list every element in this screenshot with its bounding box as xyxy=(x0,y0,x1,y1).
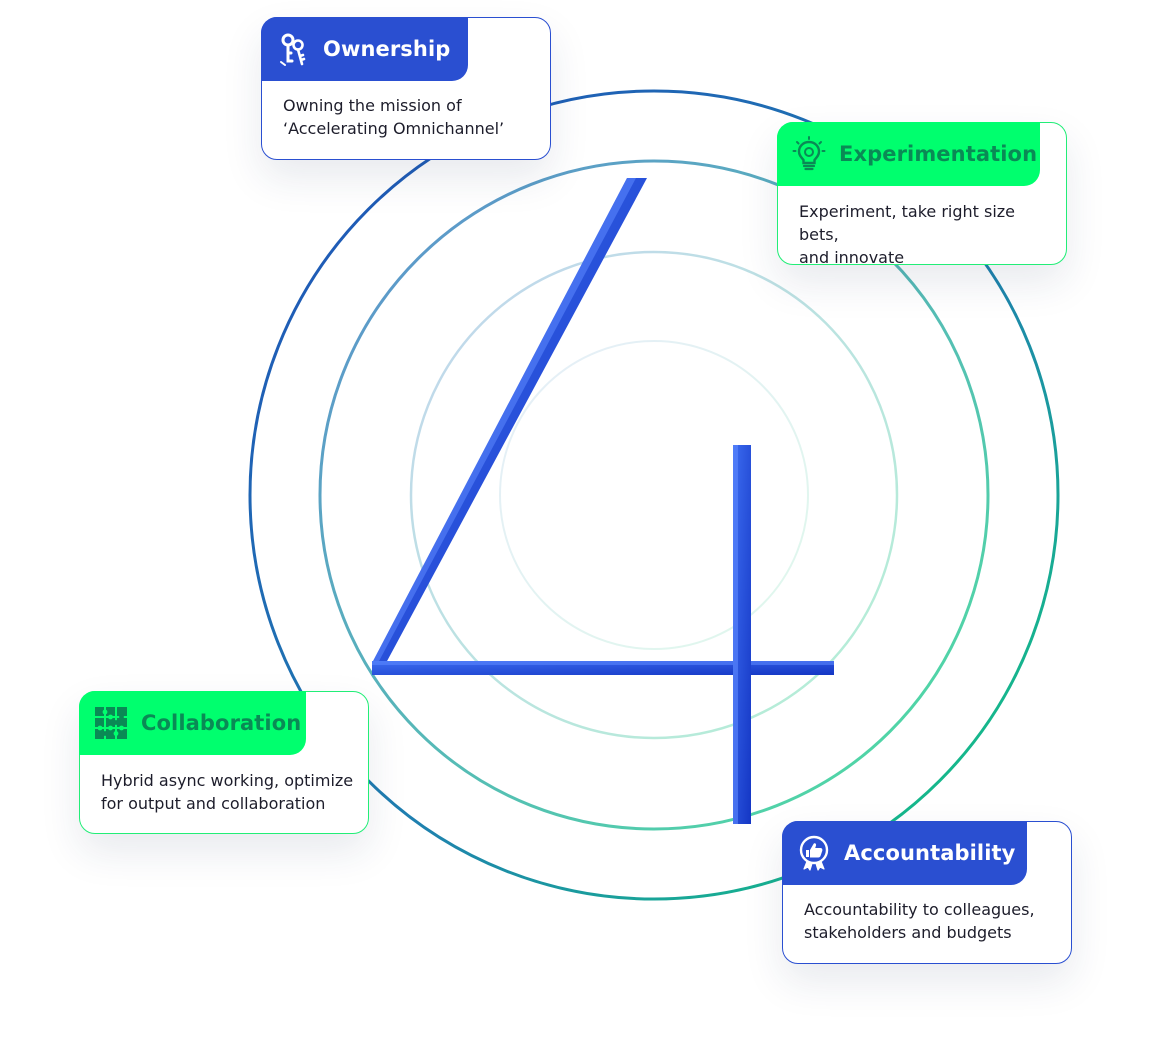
accountability-description-line: Accountability to colleagues, xyxy=(804,900,1035,919)
keys-icon xyxy=(275,31,311,67)
collaboration-title: Collaboration xyxy=(141,711,302,735)
numeral-crossbar-highlight xyxy=(372,661,834,665)
accountability-description: Accountability to colleagues, stakeholde… xyxy=(804,898,1059,944)
numeral-vertical-highlight xyxy=(733,445,738,824)
third-ring xyxy=(409,250,899,740)
collaboration-description: Hybrid async working, optimize for outpu… xyxy=(101,769,356,815)
accountability-card-header: Accountability xyxy=(782,821,1027,885)
ownership-card: Ownership Owning the mission of ‘Acceler… xyxy=(261,17,551,160)
accountability-description-line: stakeholders and budgets xyxy=(804,923,1012,942)
ownership-description: Owning the mission of ‘Accelerating Omni… xyxy=(283,94,538,140)
collaboration-card-header: Collaboration xyxy=(79,691,306,755)
experimentation-title: Experimentation xyxy=(839,142,1038,166)
experimentation-description-line: and innovate xyxy=(799,248,905,267)
outer-ring xyxy=(248,89,1060,901)
inner-ring xyxy=(499,340,809,650)
collaboration-description-line: Hybrid async working, optimize xyxy=(101,771,354,790)
experimentation-card: Experimentation Experiment, take right s… xyxy=(777,122,1067,267)
thumbs-up-badge-icon xyxy=(796,835,832,871)
experimentation-description-line: Experiment, take right size bets, xyxy=(799,202,1016,244)
numeral-four xyxy=(372,178,834,824)
lightbulb-icon xyxy=(791,136,827,172)
numeral-diagonal-highlight xyxy=(372,178,636,663)
ownership-description-line: Owning the mission of xyxy=(283,96,462,115)
accountability-title: Accountability xyxy=(844,841,1016,865)
ownership-description-line: ‘Accelerating Omnichannel’ xyxy=(283,119,505,138)
second-ring xyxy=(318,159,990,831)
puzzle-icon xyxy=(93,705,129,741)
experimentation-card-header: Experimentation xyxy=(777,122,1040,186)
ownership-title: Ownership xyxy=(323,37,451,61)
ownership-card-header: Ownership xyxy=(261,17,468,81)
collaboration-card: Collaboration Hybrid async working, opti… xyxy=(79,691,369,834)
experimentation-description: Experiment, take right size bets, and in… xyxy=(799,200,1054,269)
accountability-card: Accountability Accountability to colleag… xyxy=(782,821,1072,964)
collaboration-description-line: for output and collaboration xyxy=(101,794,326,813)
